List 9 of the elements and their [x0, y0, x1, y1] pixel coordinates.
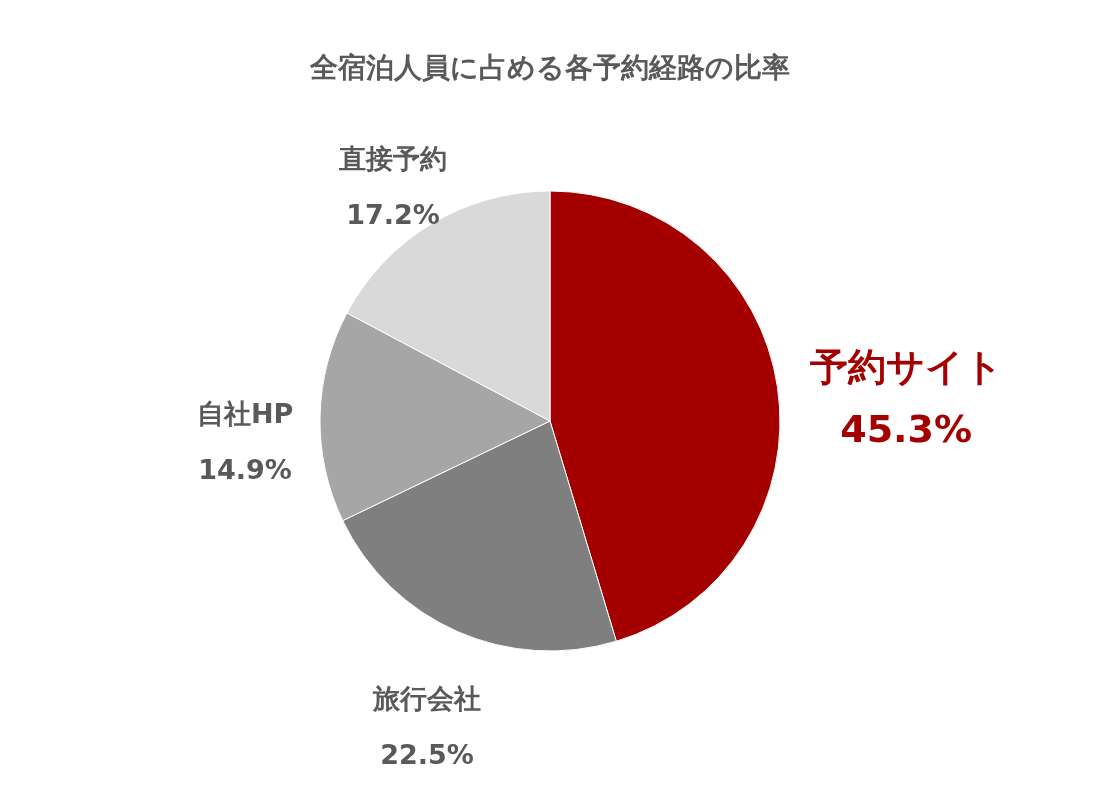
slice-label: 直接予約 [337, 142, 447, 174]
slice-label: 旅行会社 [372, 683, 481, 715]
data-label: 17.2% [346, 198, 440, 230]
data-label: 45.3% [840, 406, 973, 451]
data-label: 14.9% [198, 453, 292, 485]
chart-title: 全宿泊人員に占める各予約経路の比率 [309, 51, 790, 85]
slice-label: 予約サイト [809, 344, 1003, 389]
slice-label: 自社HP [196, 397, 294, 429]
data-label: 22.5% [380, 739, 474, 771]
